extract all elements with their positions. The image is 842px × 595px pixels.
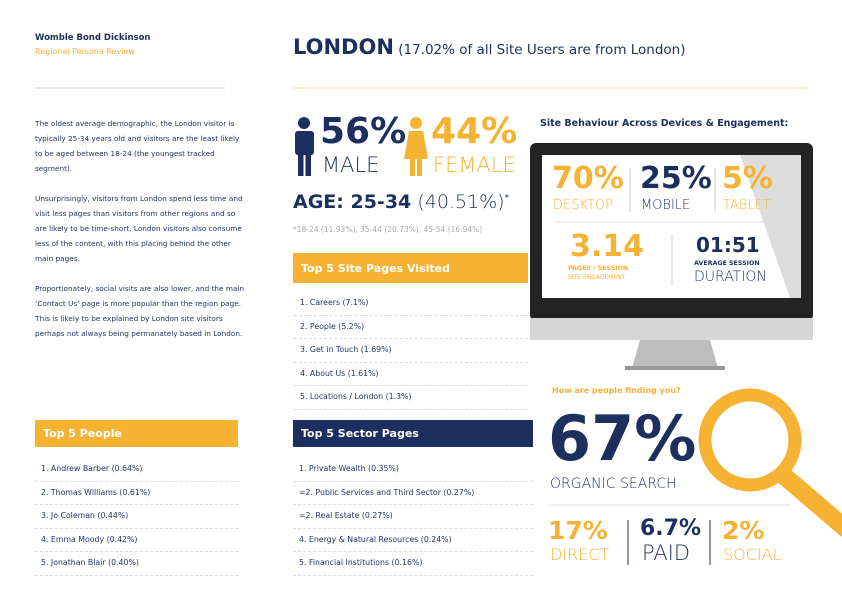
- title-row: LONDON (17.02% of all Site Users are fro…: [293, 37, 686, 58]
- list-item: =2. Real Estate (0.27%): [293, 505, 533, 529]
- intro-paragraph: Proportionately, social visits are also …: [35, 284, 245, 338]
- list-item: 1. Careers (7.1%): [294, 292, 528, 316]
- finding-value: 17%: [548, 516, 608, 545]
- device-value: 70%: [552, 161, 624, 196]
- finding-label: SOCIAL: [723, 545, 782, 564]
- title: LONDON: [293, 35, 394, 59]
- age-label: AGE: 25-34: [293, 191, 412, 213]
- device-value: 5%: [722, 161, 773, 196]
- finding-label: PAID: [642, 541, 691, 565]
- session-duration-sublabel: DURATION: [694, 269, 767, 285]
- age-row: AGE: 25-34 (40.51%)*: [293, 193, 509, 212]
- list-item: 2. Thomas Williams (0.61%): [35, 482, 238, 505]
- top-people-title: Top 5 People: [35, 420, 238, 447]
- list-item: 1. Private Wealth (0.35%): [293, 458, 533, 482]
- brand: Womble Bond Dickinson: [35, 33, 151, 43]
- list-item: 5. Locations / London (1.3%): [294, 386, 528, 410]
- male-value: 56%: [320, 111, 407, 152]
- age-others: *18-24 (11.93%), 35-44 (20.73%), 45-54 (…: [293, 225, 483, 234]
- pages-session-label: PAGES / SESSION: [568, 265, 629, 272]
- finding-value: 6.7%: [640, 516, 702, 541]
- age-value: (40.51%): [417, 191, 505, 213]
- list-item: 2. People (5.2%): [294, 316, 528, 339]
- intro-paragraph: The oldest average demographic, the Lond…: [35, 119, 240, 173]
- behaviour-title: Site Behaviour Across Devices & Engageme…: [540, 118, 789, 129]
- finding-value: 2%: [722, 516, 765, 545]
- top-people-list: 1. Andrew Barber (0.64%) 2. Thomas Willia…: [35, 458, 238, 576]
- list-item: 3. Get in Touch (1.69%): [294, 339, 528, 363]
- pages-session-value: 3.14: [570, 229, 645, 264]
- finding-main-label: ORGANIC SEARCH: [550, 476, 677, 492]
- device-label: TABLET: [723, 198, 771, 213]
- device-value: 25%: [640, 161, 712, 196]
- list-item: 1. Andrew Barber (0.64%): [35, 458, 238, 482]
- top-sectors-title: Top 5 Sector Pages: [293, 420, 533, 447]
- title-note: (17.02% of all Site Users are from Londo…: [398, 42, 686, 58]
- top-sectors-list: 1. Private Wealth (0.35%) =2. Public Serv…: [293, 458, 533, 576]
- male-label: MALE: [322, 153, 380, 177]
- session-duration-label: AVERAGE SESSION: [694, 260, 760, 267]
- female-label: FEMALE: [433, 153, 516, 177]
- list-item: 4. Energy & Natural Resources (0.24%): [293, 529, 533, 552]
- session-duration-value: 01:51: [696, 233, 760, 257]
- device-label: DESKTOP: [553, 198, 614, 213]
- top-pages-list: 1. Careers (7.1%) 2. People (5.2%) 3. Get …: [294, 292, 528, 410]
- finding-title: How are people finding you?: [552, 386, 681, 395]
- top-pages-title: Top 5 Site Pages Visited: [293, 253, 528, 283]
- finding-label: DIRECT: [550, 545, 610, 564]
- pages-session-sublabel: SITE ENGAGEMENT: [568, 274, 626, 281]
- intro-paragraph: Unsurprisingly, visitors from London spe…: [35, 194, 243, 263]
- list-item: 5. Jonathan Blair (0.40%): [35, 552, 238, 576]
- list-item: 5. Financial Institutions (0.16%): [293, 552, 533, 576]
- list-item: 3. Jo Coleman (0.44%): [35, 505, 238, 529]
- list-item: 4. About Us (1.61%): [294, 363, 528, 386]
- subtitle: Regional Persona Review: [35, 47, 135, 56]
- age-mark: *: [504, 193, 510, 204]
- intro: The oldest average demographic, the Lond…: [35, 116, 245, 356]
- finding-main-value: 67%: [548, 402, 697, 475]
- list-item: =2. Public Services and Third Sector (0.…: [293, 482, 533, 505]
- female-value: 44%: [431, 111, 518, 152]
- list-item: 4. Emma Moody (0.42%): [35, 529, 238, 552]
- device-label: MOBILE: [641, 198, 691, 213]
